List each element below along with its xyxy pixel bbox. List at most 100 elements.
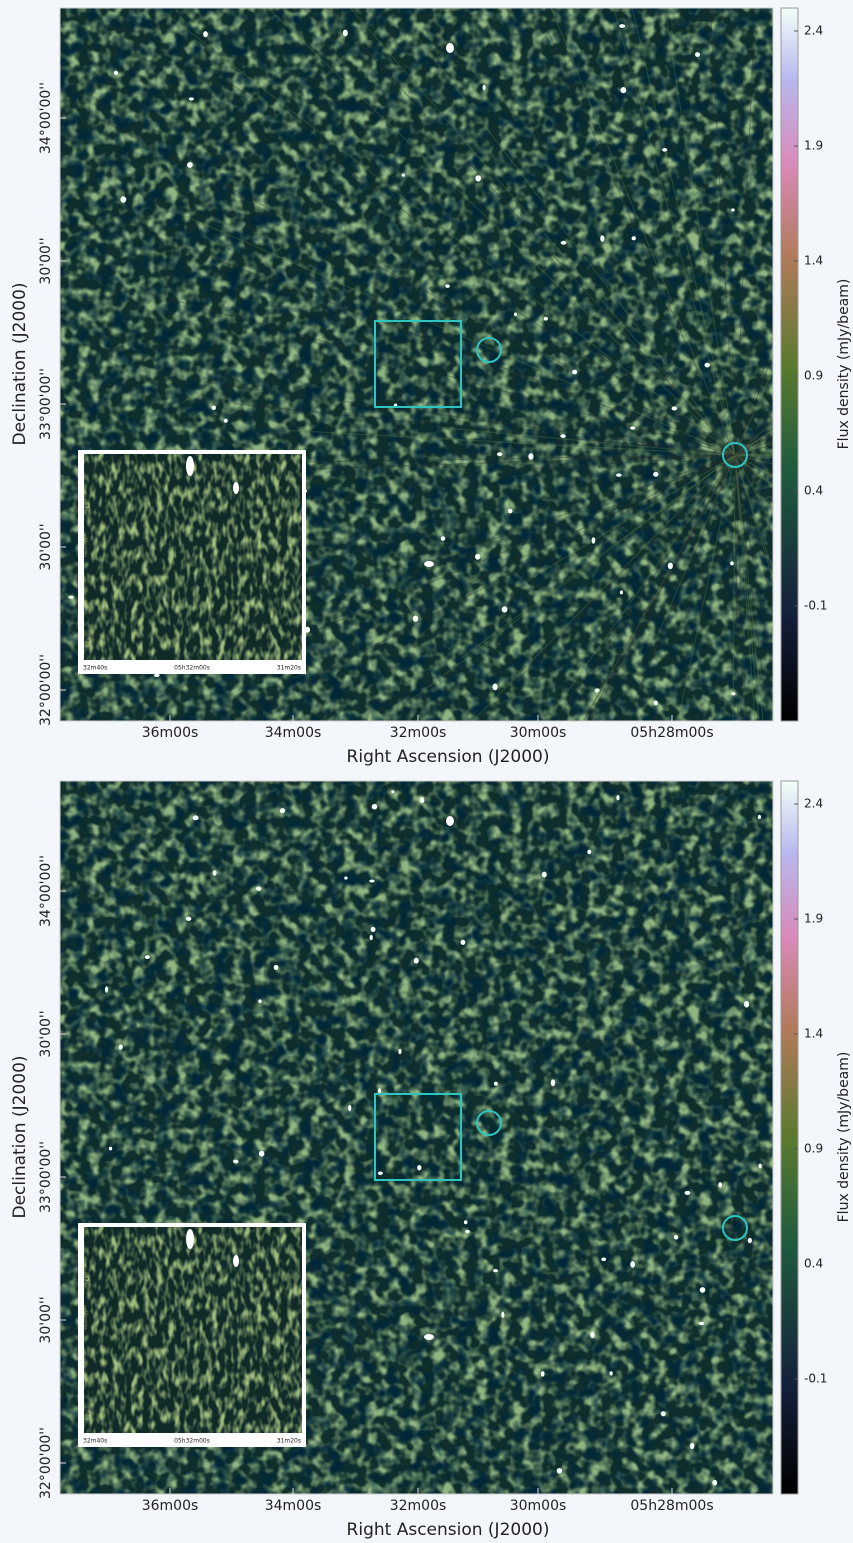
source [630, 426, 635, 430]
inset-y-tick-label: 33°10'00'' [85, 534, 91, 560]
source [610, 1371, 613, 1375]
colorbar [781, 781, 798, 1494]
y-tick-label: 30'00'' [38, 1296, 54, 1343]
inset-y-tick-label: 02'00'' [85, 1402, 91, 1419]
panel: 32m40s05h32m00s31m20s14'00''33°10'00''06… [10, 781, 852, 1540]
x-tick-label: 05h28m00s [630, 1498, 713, 1514]
colorbar-tick-label: 1.4 [804, 1027, 823, 1041]
source [233, 1160, 238, 1164]
inset-y-tick-label: 02'00'' [85, 629, 91, 646]
x-tick-label: 32m00s [390, 1498, 447, 1514]
inset-source [186, 456, 194, 476]
source [700, 1287, 706, 1293]
source [699, 1322, 705, 1325]
y-axis-label: Declination (J2000) [10, 1055, 30, 1218]
source [502, 606, 508, 612]
source [514, 312, 517, 316]
y-tick-label: 33°00'00'' [38, 368, 54, 440]
source [424, 1334, 434, 1340]
source [370, 935, 373, 941]
inset-y-tick-label: 06'00'' [85, 584, 91, 601]
source [748, 1238, 752, 1244]
source [620, 590, 623, 594]
source [372, 804, 378, 810]
colorbar-label: Flux density (mJy/beam) [836, 1052, 852, 1223]
source [616, 795, 619, 800]
source [712, 1480, 717, 1486]
source [731, 208, 735, 211]
source [592, 537, 596, 543]
colorbar-tick-label: 1.4 [804, 254, 823, 268]
source [464, 1220, 468, 1224]
colorbar-tick-label: 1.9 [804, 139, 823, 153]
source [542, 872, 547, 878]
y-tick-label: 30'00'' [38, 1010, 54, 1057]
source [544, 317, 548, 321]
source [620, 87, 626, 93]
source [672, 406, 678, 410]
source [560, 434, 565, 438]
source [348, 1105, 351, 1111]
source [105, 986, 108, 992]
source [600, 235, 604, 242]
source [595, 688, 600, 692]
source [616, 473, 621, 476]
source [119, 1044, 123, 1050]
source [371, 927, 376, 932]
inset-x-tick-label: 31m20s [277, 665, 301, 672]
inset-y-tick-label: 06'00'' [85, 1357, 91, 1374]
x-tick-label: 30m00s [510, 1498, 567, 1514]
source [420, 797, 425, 803]
colorbar-tick-label: 0.9 [804, 1142, 823, 1156]
source [541, 1371, 545, 1377]
x-axis-label: Right Ascension (J2000) [347, 1520, 550, 1540]
source [528, 453, 533, 460]
inset-noise [84, 454, 302, 660]
source [492, 683, 497, 690]
source [154, 674, 160, 677]
y-tick-label: 30'00'' [38, 237, 54, 284]
source [109, 1147, 112, 1151]
source [343, 30, 348, 37]
source [572, 370, 577, 375]
x-axis-label: Right Ascension (J2000) [347, 747, 550, 767]
source [758, 1164, 761, 1169]
inset-y-tick-label: 14'00'' [85, 494, 91, 511]
inset-x-tick-label: 05h32m00s [174, 1438, 210, 1445]
x-tick-label: 34m00s [265, 1498, 322, 1514]
source [551, 1079, 555, 1086]
source [258, 999, 261, 1003]
source [501, 1312, 504, 1318]
source [187, 162, 193, 168]
inset-x-tick-label: 05h32m00s [174, 665, 210, 672]
source [114, 71, 118, 75]
source [446, 816, 454, 826]
inset-source [233, 1255, 239, 1267]
inset-x-tick-label: 32m40s [83, 1438, 107, 1445]
source [378, 1088, 381, 1093]
source [619, 24, 625, 28]
source [417, 1165, 421, 1170]
source [695, 52, 700, 57]
source [685, 1191, 691, 1195]
x-tick-label: 05h28m00s [630, 725, 713, 741]
inset-source [233, 482, 239, 494]
source [690, 1443, 694, 1449]
source [557, 1468, 563, 1474]
source [446, 43, 454, 53]
inset-source [186, 1229, 194, 1249]
y-tick-label: 34°00'00'' [38, 855, 54, 927]
x-tick-label: 34m00s [265, 725, 322, 741]
inset-x-tick-label: 31m20s [277, 1438, 301, 1445]
colorbar-tick-label: 1.9 [804, 912, 823, 926]
source [189, 97, 194, 100]
x-tick-label: 32m00s [390, 725, 447, 741]
source [145, 955, 150, 959]
source [68, 596, 74, 599]
source [661, 1411, 666, 1416]
source [730, 561, 734, 565]
source [414, 958, 419, 964]
source [274, 965, 279, 970]
colorbar-tick-label: -0.1 [804, 599, 827, 613]
source [561, 241, 567, 245]
